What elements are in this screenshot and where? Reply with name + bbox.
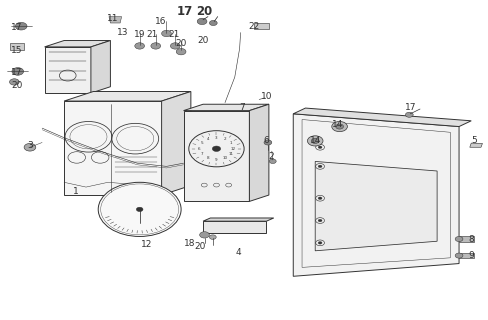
Polygon shape: [254, 23, 268, 29]
Text: 10: 10: [260, 92, 272, 101]
Polygon shape: [64, 92, 190, 101]
Circle shape: [454, 236, 462, 242]
Circle shape: [151, 43, 160, 49]
Text: 20: 20: [197, 36, 208, 45]
Text: 5: 5: [470, 136, 476, 145]
Text: 20: 20: [196, 5, 212, 18]
Polygon shape: [458, 253, 473, 258]
Polygon shape: [64, 101, 161, 195]
Text: 11: 11: [107, 14, 119, 23]
Polygon shape: [293, 114, 458, 276]
Circle shape: [15, 22, 27, 30]
Polygon shape: [458, 236, 473, 242]
Circle shape: [311, 138, 319, 143]
Polygon shape: [183, 111, 249, 201]
Circle shape: [307, 136, 323, 146]
Text: 14: 14: [309, 136, 320, 145]
Circle shape: [9, 79, 19, 85]
Circle shape: [188, 131, 244, 167]
Text: 2: 2: [268, 152, 274, 161]
Circle shape: [318, 242, 322, 244]
Text: 21: 21: [168, 30, 179, 39]
Text: 3: 3: [27, 141, 33, 150]
Text: 4: 4: [235, 248, 241, 257]
Text: 8: 8: [206, 156, 209, 160]
Circle shape: [135, 43, 144, 49]
Text: 16: 16: [155, 17, 166, 26]
Text: 1: 1: [73, 188, 79, 196]
Polygon shape: [161, 92, 190, 195]
Polygon shape: [10, 43, 24, 50]
Text: 20: 20: [11, 81, 22, 90]
Text: 6: 6: [263, 136, 269, 145]
Text: 21: 21: [146, 30, 157, 39]
Text: 9: 9: [468, 251, 473, 260]
Circle shape: [98, 182, 181, 236]
Polygon shape: [183, 104, 268, 111]
Circle shape: [209, 235, 216, 239]
Circle shape: [212, 146, 220, 151]
Text: 12: 12: [230, 147, 236, 151]
Polygon shape: [109, 17, 122, 23]
Text: 13: 13: [117, 28, 128, 37]
Text: 17: 17: [11, 23, 22, 32]
Circle shape: [161, 30, 171, 37]
Circle shape: [199, 232, 209, 238]
Text: 20: 20: [194, 242, 205, 251]
Circle shape: [197, 18, 206, 25]
Circle shape: [318, 219, 322, 222]
Polygon shape: [203, 218, 273, 221]
Circle shape: [318, 146, 322, 148]
Circle shape: [176, 49, 185, 55]
Text: 7: 7: [239, 103, 244, 112]
Text: 4: 4: [206, 137, 209, 141]
Text: 15: 15: [11, 45, 22, 55]
Circle shape: [405, 112, 412, 117]
Circle shape: [24, 143, 36, 151]
Text: 17: 17: [11, 68, 22, 77]
Text: 17: 17: [177, 5, 193, 18]
Circle shape: [264, 140, 271, 145]
Circle shape: [318, 197, 322, 199]
Text: 20: 20: [175, 39, 186, 48]
Text: 19: 19: [134, 30, 145, 39]
Circle shape: [331, 122, 346, 132]
Polygon shape: [249, 104, 268, 201]
Circle shape: [335, 124, 343, 129]
Polygon shape: [293, 108, 470, 126]
Text: 17: 17: [404, 103, 415, 112]
Circle shape: [209, 20, 217, 26]
Circle shape: [269, 159, 276, 164]
Circle shape: [12, 68, 23, 75]
Text: 5: 5: [200, 141, 203, 145]
Text: 12: 12: [141, 240, 152, 249]
Text: 10: 10: [222, 156, 227, 160]
Text: 11: 11: [228, 152, 233, 156]
Text: 1: 1: [229, 141, 232, 145]
Text: 6: 6: [198, 147, 200, 151]
Text: 2: 2: [224, 137, 226, 141]
Circle shape: [318, 165, 322, 168]
Circle shape: [454, 253, 462, 258]
Text: 22: 22: [248, 22, 259, 31]
Circle shape: [136, 207, 142, 212]
Polygon shape: [91, 41, 110, 93]
Text: 14: 14: [331, 120, 342, 130]
Polygon shape: [44, 47, 91, 93]
Text: 18: 18: [184, 239, 195, 248]
Polygon shape: [315, 161, 436, 251]
Circle shape: [170, 43, 180, 49]
Text: 9: 9: [215, 158, 217, 162]
Text: 3: 3: [215, 136, 217, 140]
Polygon shape: [203, 221, 266, 233]
Text: 8: 8: [468, 235, 473, 244]
Polygon shape: [469, 143, 482, 147]
Polygon shape: [44, 41, 110, 47]
Text: 7: 7: [200, 152, 203, 156]
